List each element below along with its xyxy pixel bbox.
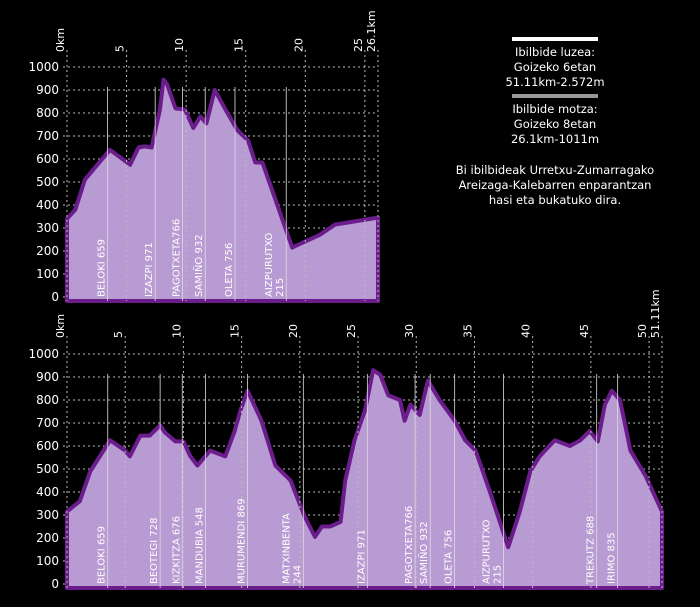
- y-tick-label: 500: [36, 462, 59, 476]
- x-tick-label: 10: [173, 38, 186, 52]
- elevation-area: [65, 77, 380, 303]
- short-route-info: Ibilbide motza:: [512, 102, 597, 116]
- x-tick-label: 30: [403, 324, 416, 338]
- y-tick-label: 600: [36, 152, 59, 166]
- waypoint-label: MANDUBIA 548: [195, 507, 206, 584]
- waypoint-label: OLETA 756: [224, 243, 235, 297]
- waypoint-label: OLETA 756: [444, 530, 455, 584]
- waypoint-label: MURUMENDI 869: [236, 498, 247, 584]
- y-tick-label: 1000: [28, 60, 59, 74]
- waypoint-label: KIZKITZA 676: [171, 516, 182, 584]
- y-tick-label: 600: [36, 439, 59, 453]
- y-tick-label: 300: [36, 508, 59, 522]
- y-tick-label: 1000: [28, 347, 59, 361]
- x-tick-label: 10: [170, 324, 183, 338]
- y-tick-label: 400: [36, 485, 59, 499]
- x-tick-label: 51.11km: [649, 289, 662, 338]
- y-tick-label: 100: [36, 267, 59, 281]
- x-tick-label: 15: [229, 324, 242, 338]
- short-route-swatch: [512, 94, 598, 98]
- waypoint-label: AIZPURUTXO: [482, 519, 493, 584]
- long-route-info: Goizeko 6etan: [514, 60, 596, 74]
- long-route-info: Ibilbide luzea:: [515, 45, 595, 59]
- waypoint-label: PAGOTXETA766: [172, 219, 183, 297]
- x-tick-label: 35: [461, 324, 474, 338]
- y-tick-label: 900: [36, 83, 59, 97]
- x-tick-label: 20: [292, 38, 305, 52]
- y-tick-label: 400: [36, 198, 59, 212]
- waypoint-label: 244: [292, 565, 303, 584]
- x-tick-label: 45: [578, 324, 591, 338]
- short-route-info: Goizeko 8etan: [514, 117, 596, 131]
- waypoint-label: IZAZPI 971: [356, 529, 367, 584]
- y-tick-label: 500: [36, 175, 59, 189]
- waypoint-label: BEOTEGI 728: [149, 518, 160, 584]
- y-tick-label: 0: [51, 290, 59, 304]
- waypoint-label: PAGOTXETA766: [404, 506, 415, 584]
- y-tick-label: 900: [36, 370, 59, 384]
- waypoint-label: 215: [493, 565, 504, 584]
- y-tick-label: 300: [36, 221, 59, 235]
- x-tick-label: 25: [352, 38, 365, 52]
- waypoint-label: AIZPURUTXO: [264, 232, 275, 297]
- elevation-area: [65, 368, 664, 590]
- waypoint-label: 215: [275, 278, 286, 297]
- waypoint-label: MATXINBENTA: [281, 513, 292, 584]
- x-tick-label: 26.1km: [365, 10, 378, 52]
- route-note: Areizaga-Kalebarren enparantzan: [459, 178, 652, 192]
- route-note: Bi ibilbideak Urretxu-Zumarragako: [456, 163, 654, 177]
- x-tick-label: 15: [233, 38, 246, 52]
- waypoint-label: TREKUTZ 688: [586, 516, 597, 585]
- waypoint-label: IRIMO 835: [607, 532, 618, 584]
- y-tick-label: 700: [36, 129, 59, 143]
- waypoint-label: BELOKI 659: [97, 526, 108, 584]
- y-tick-label: 0: [51, 577, 59, 591]
- y-tick-label: 200: [36, 244, 59, 258]
- x-tick-label: 0km: [54, 28, 67, 52]
- long-route-swatch: [512, 37, 598, 41]
- x-tick-label: 0km: [54, 314, 67, 338]
- short-route-info: 26.1km-1011m: [511, 132, 599, 146]
- x-tick-label: 20: [287, 324, 300, 338]
- y-tick-label: 700: [36, 416, 59, 430]
- x-tick-label: 5: [112, 331, 125, 338]
- y-tick-label: 800: [36, 106, 59, 120]
- waypoint-label: BELOKI 659: [97, 239, 108, 297]
- waypoint-label: SAMIÑO 932: [192, 234, 205, 297]
- waypoint-label: SAMIÑO 932: [417, 521, 430, 584]
- waypoint-label: IZAZPI 971: [144, 242, 155, 297]
- long-route-info: 51.11km-2.572m: [505, 75, 604, 89]
- y-tick-label: 200: [36, 531, 59, 545]
- x-tick-label: 5: [114, 45, 127, 52]
- x-tick-label: 25: [345, 324, 358, 338]
- x-tick-label: 50: [636, 324, 649, 338]
- route-note: hasi eta bukatuko dira.: [489, 193, 621, 207]
- y-tick-label: 100: [36, 554, 59, 568]
- x-tick-label: 40: [520, 324, 533, 338]
- y-tick-label: 800: [36, 393, 59, 407]
